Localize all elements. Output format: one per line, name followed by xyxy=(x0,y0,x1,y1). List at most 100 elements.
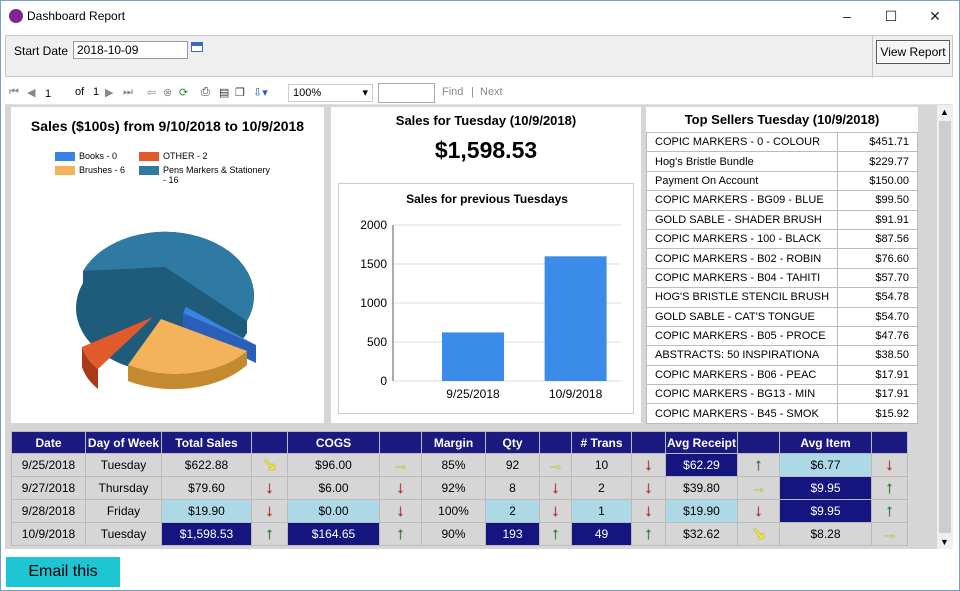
minimize-button[interactable]: – xyxy=(843,8,851,24)
pie-chart xyxy=(75,231,256,390)
print-icon[interactable]: ⎙ xyxy=(201,86,210,98)
legend-item: Brushes - 6 xyxy=(55,165,125,175)
close-button[interactable]: ✕ xyxy=(929,8,941,24)
column-header xyxy=(539,431,572,454)
arrow-right-icon: → xyxy=(392,455,409,474)
top-sellers-table: COPIC MARKERS - 0 - COLOUR $451.71 Hog's B… xyxy=(645,131,918,424)
legend-swatch xyxy=(139,166,159,175)
top-sellers-title: Top Sellers Tuesday (10/9/2018) xyxy=(684,112,880,127)
summary-row: 9/25/2018 Tuesday $622.88 ↘ $96.00 → 85% 92 → 10 ↓… xyxy=(11,453,908,477)
scrollbar-thumb[interactable] xyxy=(939,121,951,533)
bar-chart-title: Sales for previous Tuesdays xyxy=(406,192,568,206)
summary-header-row: Date Day of Week Total Sales COGS Margin Qty #… xyxy=(11,431,908,454)
product-sales: $15.92 xyxy=(837,403,918,424)
trend-cell: → xyxy=(379,453,422,477)
trend-cell: ↑ xyxy=(871,499,908,523)
product-name: GOLD SABLE - SHADER BRUSH xyxy=(645,209,839,230)
column-header xyxy=(871,431,908,454)
summary-row: 10/9/2018 Tuesday $1,598.53 ↑ $164.65 ↑ 90% 193… xyxy=(11,522,908,546)
summary-cell: $19.90 xyxy=(161,499,252,523)
summary-cell: 193 xyxy=(485,522,540,546)
trend-cell: ↑ xyxy=(631,522,666,546)
last-page-icon[interactable]: ⏭ xyxy=(123,86,133,98)
column-header xyxy=(379,431,422,454)
product-sales: $38.50 xyxy=(837,345,918,366)
start-date-input[interactable] xyxy=(73,41,188,59)
trend-cell: ↓ xyxy=(737,499,780,523)
stop-icon[interactable]: ⊗ xyxy=(163,87,173,99)
legend-label: Pens Markers & Stationery - 16 xyxy=(163,165,271,185)
summary-cell: $32.62 xyxy=(665,522,738,546)
column-header: Total Sales xyxy=(161,431,252,454)
summary-cell: 9/25/2018 xyxy=(11,453,86,477)
email-button[interactable]: Email this xyxy=(6,557,120,587)
scroll-up-icon[interactable]: ▲ xyxy=(940,107,949,117)
arrow-down-icon: ↓ xyxy=(885,455,894,474)
back-icon[interactable]: ⇦ xyxy=(147,87,157,99)
print-layout-icon[interactable]: ▤ xyxy=(219,87,230,99)
calendar-icon[interactable] xyxy=(191,42,203,52)
trend-cell: ↑ xyxy=(871,476,908,500)
page-setup-icon[interactable]: ❐ xyxy=(235,87,245,99)
pie-slice-brushes xyxy=(128,319,247,374)
summary-cell: $96.00 xyxy=(287,453,380,477)
product-name: HOG'S BRISTLE STENCIL BRUSH xyxy=(645,287,839,308)
top-seller-row: ABSTRACTS: 50 INSPIRATIONA $38.50 xyxy=(645,345,918,366)
summary-cell: 9/28/2018 xyxy=(11,499,86,523)
summary-cell: Tuesday xyxy=(85,453,162,477)
next-link[interactable]: Next xyxy=(480,86,503,98)
column-header: # Trans xyxy=(571,431,632,454)
find-input[interactable] xyxy=(378,83,435,103)
trend-cell: ↓ xyxy=(379,499,422,523)
summary-cell: $6.77 xyxy=(779,453,872,477)
y-tick-label: 1500 xyxy=(360,257,387,271)
trend-cell: ↓ xyxy=(379,476,422,500)
arrow-down-icon: ↓ xyxy=(396,478,405,497)
view-report-button[interactable]: View Report xyxy=(876,40,950,64)
pie-slice-books-top xyxy=(183,307,256,345)
top-seller-row: GOLD SABLE - SHADER BRUSH $91.91 xyxy=(645,209,918,230)
arrow-up-icon: ↑ xyxy=(396,524,405,543)
zoom-select[interactable]: 100% ▾ xyxy=(288,84,373,102)
arrow-down-icon: ↓ xyxy=(644,478,653,497)
find-link[interactable]: Find xyxy=(442,86,464,98)
trend-cell: ↓ xyxy=(871,453,908,477)
trend-cell: ↑ xyxy=(539,522,572,546)
product-name: COPIC MARKERS - 0 - COLOUR xyxy=(645,131,839,153)
export-icon[interactable]: ⇩▾ xyxy=(253,87,268,99)
pie-slice-side xyxy=(128,351,247,390)
refresh-icon[interactable]: ⟳ xyxy=(179,87,189,99)
column-header: COGS xyxy=(287,431,380,454)
sales-amount: $1,598.53 xyxy=(434,137,538,163)
app-logo-icon xyxy=(9,9,23,23)
column-header xyxy=(737,431,780,454)
arrow-right-icon: → xyxy=(750,478,767,497)
arrow-up-icon: ↑ xyxy=(885,478,894,497)
pie-chart-title: Sales ($100s) from 9/10/2018 to 10/9/201… xyxy=(30,118,305,134)
column-header: Avg Receipt xyxy=(665,431,738,454)
start-date-label: Start Date xyxy=(14,44,69,58)
parameter-area: Start Date View Report xyxy=(5,35,953,78)
first-page-icon[interactable]: ⏮ xyxy=(9,86,19,98)
arrow-up-icon: ↑ xyxy=(551,524,560,543)
product-name: COPIC MARKERS - 100 - BLACK xyxy=(645,228,839,250)
arrow-up-icon: ↑ xyxy=(265,524,274,543)
top-seller-row: COPIC MARKERS - B05 - PROCE $47.76 xyxy=(645,325,918,347)
trend-cell: ↓ xyxy=(539,476,572,500)
product-sales: $54.78 xyxy=(837,287,918,308)
top-seller-row: COPIC MARKERS - B02 - ROBIN $76.60 xyxy=(645,248,918,269)
legend-swatch xyxy=(139,152,159,161)
arrow-down-right-icon: ↘ xyxy=(751,524,766,543)
scroll-down-icon[interactable]: ▼ xyxy=(940,537,949,547)
top-seller-row: COPIC MARKERS - 0 - COLOUR $451.71 xyxy=(645,131,918,153)
top-seller-row: COPIC MARKERS - B45 - SMOK $15.92 xyxy=(645,403,918,424)
product-name: COPIC MARKERS - B05 - PROCE xyxy=(645,325,839,347)
arrow-down-icon: ↓ xyxy=(396,501,405,520)
page-number-input[interactable] xyxy=(43,86,71,102)
bar xyxy=(442,332,504,381)
bar-chart-panel: Sales for previous Tuesdays 0 500 1000 1500… xyxy=(338,183,634,414)
maximize-button[interactable]: ☐ xyxy=(884,8,898,24)
next-page-icon[interactable]: ▶ xyxy=(105,87,114,99)
prev-page-icon[interactable]: ◀ xyxy=(27,87,36,99)
